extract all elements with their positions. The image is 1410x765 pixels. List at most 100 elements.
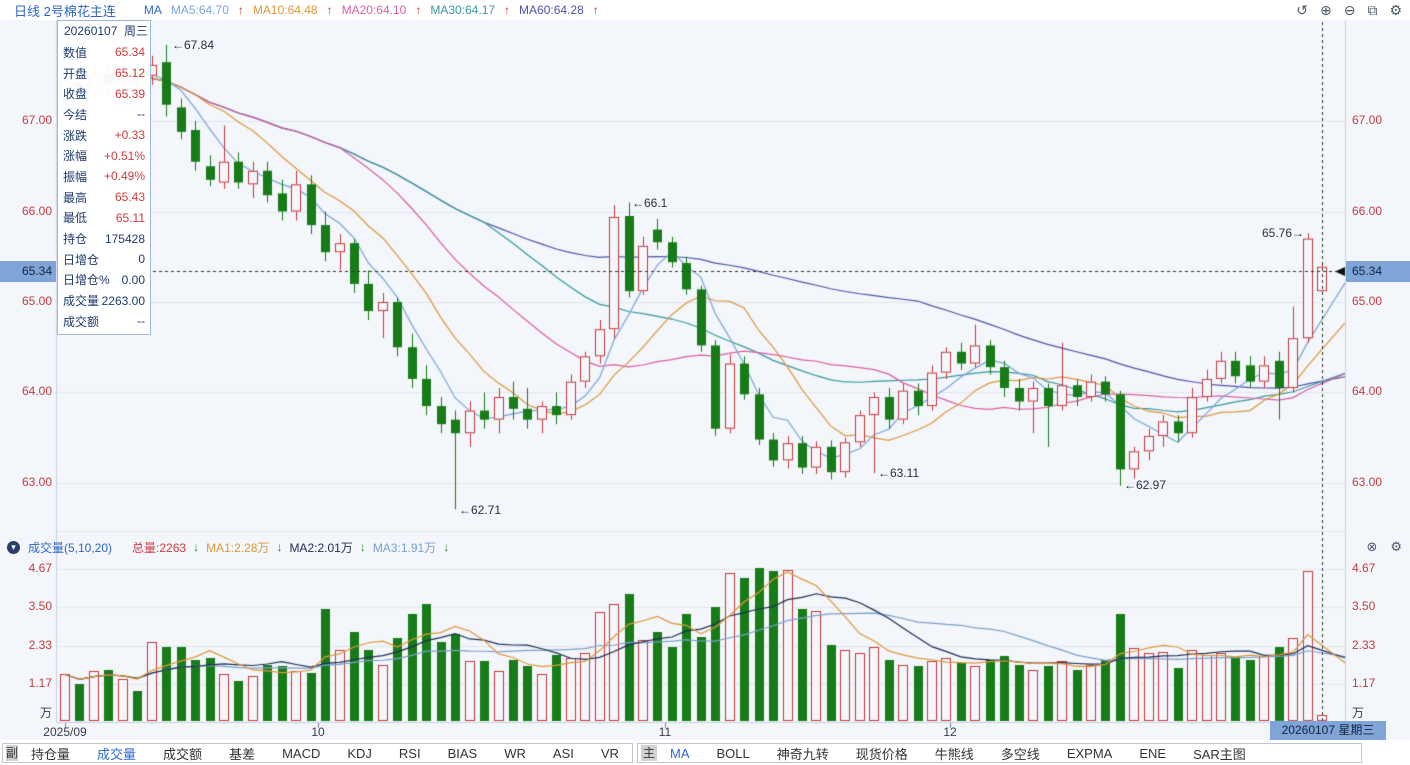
- price-annotation: ←62.71: [459, 503, 502, 517]
- tooltip-row: 涨幅 +0.51%: [58, 145, 150, 166]
- zoom-out-icon[interactable]: ⊖: [1343, 2, 1356, 18]
- ma5-up-arrow-icon: ↑: [237, 3, 244, 17]
- ma60-up-arrow-icon: ↑: [592, 3, 599, 17]
- tooltip-row-label: 日增仓%: [63, 273, 110, 288]
- sub-indicator-item-基差[interactable]: 基差: [229, 746, 256, 762]
- bottom-toolbar: 副 持仓量成交量成交额基差MACDKDJRSIBIASWRASIVRCCI > …: [0, 740, 1410, 765]
- settings-icon[interactable]: ⚙: [1389, 2, 1402, 18]
- tooltip-row-label: 涨跌: [63, 128, 88, 143]
- volume-axis-label: 4.67: [1352, 561, 1376, 575]
- tooltip-row-value: 65.34: [114, 45, 145, 60]
- price-axis-label: 67.00: [21, 113, 52, 127]
- volume-indicator-label[interactable]: 成交量(5,10,20): [28, 540, 113, 555]
- ma20-up-arrow-icon: ↑: [415, 3, 422, 17]
- sub-indicator-item-成交额[interactable]: 成交额: [163, 746, 203, 762]
- snapshot-icon[interactable]: ⧉: [1367, 2, 1378, 18]
- x-axis-tick-label: 12: [943, 725, 957, 739]
- crosshair-date-label: 20260107 星期三: [1270, 721, 1386, 740]
- tooltip-row: 今结 --: [58, 104, 150, 125]
- tooltip-rows: 数值 65.34 开盘 65.12 收盘 65.39 今结 -- 涨跌 +0.33 涨幅 +0.51%…: [58, 42, 150, 332]
- tooltip-row: 收盘 65.39: [58, 83, 150, 104]
- tooltip-row: 数值 65.34: [58, 42, 150, 63]
- tooltip-row-value: +0.49%: [103, 169, 145, 184]
- ma30-value-label: MA30:64.17: [430, 3, 496, 17]
- ma20-value-label: MA20:64.10: [341, 3, 407, 17]
- price-axis-label: 64.00: [21, 384, 52, 398]
- header-icon-group: ↺ ⊕ ⊖ ⧉ ⚙: [1296, 0, 1402, 20]
- close-pane-icon[interactable]: ⊗: [1366, 539, 1378, 554]
- price-annotation: 65.76→: [1261, 226, 1304, 240]
- price-axis-label: 63.00: [21, 475, 52, 489]
- sub-indicator-items: 持仓量成交量成交额基差MACDKDJRSIBIASWRASIVRCCI: [26, 744, 690, 763]
- ma-group-label: MA: [143, 3, 162, 17]
- sub-indicator-item-成交量[interactable]: 成交量: [97, 746, 137, 762]
- pane-settings-icon[interactable]: ⚙: [1390, 539, 1402, 554]
- ma5-value-label: MA5:64.70: [170, 3, 229, 17]
- sub-indicator-item-ASI[interactable]: ASI: [552, 745, 574, 761]
- sub-indicator-item-KDJ[interactable]: KDJ: [347, 745, 372, 761]
- ma10-value-label: MA10:64.48: [252, 3, 318, 17]
- main-indicator-item-现货价格[interactable]: 现货价格: [855, 746, 908, 762]
- tooltip-row-value: 65.12: [114, 66, 145, 81]
- sub-indicator-item-RSI[interactable]: RSI: [398, 745, 421, 761]
- main-indicator-badge: 主: [641, 745, 657, 761]
- vol-ma2-label: MA2:2.01万: [289, 540, 353, 555]
- sub-indicator-item-BIAS[interactable]: BIAS: [447, 745, 478, 761]
- main-indicator-item-多空线[interactable]: 多空线: [1000, 746, 1040, 762]
- tooltip-row-value: --: [137, 314, 145, 329]
- main-indicator-item-神奇九转[interactable]: 神奇九转: [776, 746, 829, 762]
- volume-pane-header: ▾ 成交量(5,10,20) 总量:2263 ↓ MA1:2.28万 ↓ MA2:2.0…: [0, 538, 1410, 556]
- collapse-pane-icon[interactable]: ▾: [7, 540, 20, 554]
- x-axis-tick-label: 2025/09: [43, 725, 87, 739]
- volume-pane-icon-group: ⊗ ⚙: [1366, 538, 1402, 556]
- tooltip-row-label: 日增仓: [63, 252, 100, 267]
- vol-ma3-label: MA3:1.91万: [372, 540, 437, 555]
- tooltip-row: 持仓 175428: [58, 228, 150, 249]
- tooltip-row-value: 0: [138, 252, 145, 267]
- sub-indicator-item-VR[interactable]: VR: [600, 745, 619, 761]
- main-indicator-item-SAR主图[interactable]: SAR主图: [1193, 746, 1246, 762]
- x-axis-tick-label: 11: [658, 725, 672, 739]
- sub-indicator-item-持仓量[interactable]: 持仓量: [31, 746, 71, 762]
- ohlc-tooltip: 20260107 周三 数值 65.34 开盘 65.12 收盘 65.39 今结 -- 涨跌 +…: [57, 20, 151, 335]
- main-indicator-item-MA[interactable]: MA: [670, 745, 690, 761]
- tooltip-row-value: 65.43: [114, 190, 145, 205]
- ma-legend-items: MA5:64.70 ↑ MA10:64.48 ↑ MA20:64.10 ↑ MA30:64.…: [162, 3, 599, 17]
- tooltip-row-label: 数值: [63, 45, 88, 60]
- tooltip-row-value: 2263.00: [101, 293, 145, 308]
- vol-ma1-label: MA1:2.28万: [206, 540, 270, 555]
- price-axis-label: 65.00: [21, 294, 52, 308]
- price-axis-label: 65.00: [1352, 294, 1383, 308]
- main-indicator-item-ENE[interactable]: ENE: [1139, 745, 1167, 761]
- sub-indicator-item-MACD[interactable]: MACD: [282, 745, 321, 761]
- down-arrow-icon: ↓: [193, 540, 200, 554]
- volume-axis-label: 4.67: [28, 561, 52, 575]
- undo-icon[interactable]: ↺: [1296, 2, 1308, 18]
- volume-axis-label: 3.50: [1352, 599, 1376, 613]
- price-axis-label: 66.00: [21, 204, 52, 218]
- price-annotation: ←66.1: [632, 196, 668, 210]
- crosshair-price-label-right: 65.34: [1346, 261, 1410, 282]
- header-bar: 日线 2号棉花主连 MA MA5:64.70 ↑ MA10:64.48 ↑ MA20:6…: [0, 0, 1410, 20]
- tooltip-row-label: 振幅: [63, 169, 88, 184]
- zoom-in-icon[interactable]: ⊕: [1319, 2, 1332, 18]
- main-indicator-item-EXPMA[interactable]: EXPMA: [1066, 745, 1113, 761]
- ma30-up-arrow-icon: ↑: [504, 3, 511, 17]
- contract-period-title[interactable]: 日线 2号棉花主连: [14, 3, 116, 19]
- tooltip-row: 成交额 --: [58, 311, 150, 332]
- volume-axis-label: 2.33: [1352, 638, 1376, 652]
- tooltip-row: 最低 65.11: [58, 208, 150, 229]
- main-indicator-item-牛熊线[interactable]: 牛熊线: [934, 746, 974, 762]
- price-annotation: ←67.84: [172, 38, 215, 52]
- tooltip-row-label: 收盘: [63, 87, 88, 102]
- main-indicator-item-BOLL[interactable]: BOLL: [716, 745, 750, 761]
- sub-indicator-badge: 副: [6, 745, 19, 761]
- tooltip-row-label: 开盘: [63, 66, 88, 81]
- sub-indicator-item-WR[interactable]: WR: [504, 745, 526, 761]
- volume-axis-label: 1.17: [28, 676, 52, 690]
- volume-axis-label: 1.17: [1352, 676, 1376, 690]
- tooltip-row-value: +0.51%: [103, 148, 145, 163]
- tooltip-row: 开盘 65.12: [58, 63, 150, 84]
- sub-indicator-toolbar: 副 持仓量成交量成交额基差MACDKDJRSIBIASWRASIVRCCI >: [2, 743, 702, 763]
